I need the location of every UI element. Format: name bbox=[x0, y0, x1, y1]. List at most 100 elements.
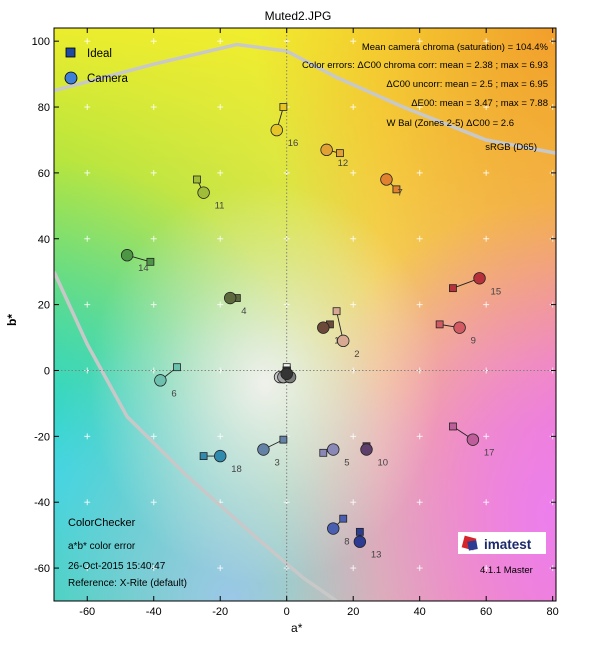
zone-label-13: 13 bbox=[371, 550, 382, 561]
camera-marker-13 bbox=[353, 535, 367, 548]
y-tick-label: 40 bbox=[38, 234, 50, 246]
patch-zone-8: 8 bbox=[327, 514, 350, 548]
camera-marker-4 bbox=[223, 291, 237, 305]
y-tick-label: 60 bbox=[38, 168, 50, 180]
zone-label-1: 1 bbox=[334, 336, 339, 347]
imatest-logo: imatest bbox=[458, 532, 546, 554]
plot-frame bbox=[53, 27, 557, 602]
camera-marker-12 bbox=[320, 143, 333, 157]
camera-marker-16 bbox=[270, 123, 283, 137]
version-label: 4.1.1 Master bbox=[480, 565, 533, 576]
patch-zone-11: 11 bbox=[193, 175, 225, 212]
patch-zone-6: 6 bbox=[154, 363, 181, 399]
legend-camera-marker bbox=[64, 71, 78, 85]
patch-zone-5: 5 bbox=[319, 443, 350, 469]
chart-info: ColorChecker a*b* color error 26-Oct-201… bbox=[68, 517, 187, 589]
y-tick-label: 100 bbox=[32, 36, 50, 48]
ideal-marker-3 bbox=[279, 435, 288, 444]
ideal-marker-5 bbox=[319, 448, 328, 457]
patch-zone-16: 16 bbox=[270, 103, 299, 149]
stat-mean-chroma: Mean camera chroma (saturation) = 104.4% bbox=[362, 42, 549, 53]
zone-label-18: 18 bbox=[231, 464, 242, 475]
patch-zone-2: 2 bbox=[332, 307, 360, 360]
stat-uncorr: ΔC00 uncorr: mean = 2.5 ; max = 6.95 bbox=[386, 79, 548, 90]
stat-white-balance: W Bal (Zones 2-5) ΔC00 = 2.6 bbox=[386, 118, 514, 129]
zero-axes bbox=[54, 28, 556, 601]
zone-label-12: 12 bbox=[338, 158, 349, 169]
x-tick-label: 20 bbox=[347, 606, 359, 618]
gamut-label: sRGB (D65) bbox=[485, 142, 537, 153]
info-timestamp: 26-Oct-2015 15:40:47 bbox=[68, 561, 166, 572]
camera-marker-3 bbox=[257, 443, 270, 456]
y-tick-label: -40 bbox=[34, 497, 50, 509]
patch-zone-24 bbox=[280, 366, 293, 380]
logo-text: imatest bbox=[484, 537, 532, 552]
zone-label-15: 15 bbox=[491, 286, 502, 297]
camera-marker-2 bbox=[337, 334, 350, 348]
camera-marker-15 bbox=[473, 272, 486, 285]
patch-zone-14: 14 bbox=[120, 249, 155, 274]
ideal-marker-16 bbox=[279, 103, 288, 111]
srgb-gamut-boundary bbox=[54, 42, 556, 601]
camera-marker-6 bbox=[154, 374, 167, 387]
logo-mark-blue bbox=[467, 540, 478, 551]
x-tick-label: 60 bbox=[480, 606, 492, 618]
ideal-marker-18 bbox=[199, 452, 208, 461]
patch-zone-4: 4 bbox=[223, 291, 246, 317]
ideal-marker-11 bbox=[193, 175, 201, 184]
stat-chroma-corr: Color errors: ΔC00 chroma corr: mean = 2… bbox=[302, 60, 548, 71]
legend: Ideal Camera bbox=[64, 47, 129, 85]
x-tick-label: -60 bbox=[79, 606, 95, 618]
legend-ideal-label: Ideal bbox=[87, 48, 112, 60]
x-tick-label: 0 bbox=[284, 606, 290, 618]
y-tick-label: 0 bbox=[44, 365, 50, 377]
patch-zone-9: 9 bbox=[435, 320, 476, 347]
zone-label-6: 6 bbox=[171, 388, 176, 399]
camera-marker-17 bbox=[466, 433, 480, 446]
legend-ideal-marker bbox=[65, 47, 76, 58]
plot-border bbox=[53, 27, 557, 602]
ideal-marker-6 bbox=[173, 363, 181, 372]
camera-marker-24 bbox=[280, 367, 293, 380]
ideal-marker-12 bbox=[336, 149, 344, 158]
camera-marker-5 bbox=[327, 443, 340, 456]
stat-delta-e: ΔE00: mean = 3.47 ; max = 7.88 bbox=[411, 98, 548, 109]
zone-label-14: 14 bbox=[138, 263, 149, 274]
plot-background bbox=[54, 28, 556, 601]
x-axis-label: a* bbox=[291, 621, 303, 635]
axis-ticks: -60 -40 -20 0 20 40 60 80 -60 -40 -20 0 20 40 60 80 100 bbox=[32, 28, 559, 618]
camera-marker-8 bbox=[327, 522, 340, 535]
info-chart-kind: a*b* color error bbox=[68, 541, 136, 552]
ideal-marker-15 bbox=[449, 284, 457, 293]
camera-marker-10 bbox=[360, 443, 373, 456]
ideal-marker-13 bbox=[355, 527, 364, 536]
ideal-marker-17 bbox=[449, 422, 457, 431]
info-chart-name: ColorChecker bbox=[68, 517, 136, 529]
patch-zone-17: 17 bbox=[449, 422, 495, 459]
camera-marker-7 bbox=[380, 173, 393, 186]
color-error-stats: Mean camera chroma (saturation) = 104.4%… bbox=[302, 42, 549, 129]
camera-marker-9 bbox=[453, 321, 466, 334]
gamut-curve-upper bbox=[54, 42, 556, 155]
zone-label-17: 17 bbox=[484, 448, 495, 459]
gamut-curve-lower bbox=[54, 270, 338, 601]
zone-label-2: 2 bbox=[354, 349, 359, 360]
ideal-marker-9 bbox=[435, 320, 444, 329]
zone-label-11: 11 bbox=[215, 201, 225, 212]
patch-zone-7: 7 bbox=[380, 173, 403, 198]
camera-marker-1 bbox=[317, 321, 330, 334]
patch-zone-10: 10 bbox=[360, 442, 388, 469]
camera-marker-14 bbox=[120, 249, 134, 262]
y-tick-label: 20 bbox=[38, 300, 50, 312]
zone-label-16: 16 bbox=[288, 138, 299, 149]
zone-label-8: 8 bbox=[344, 537, 349, 548]
y-tick-label: -20 bbox=[34, 431, 50, 443]
ideal-marker-2 bbox=[332, 307, 341, 316]
zone-label-5: 5 bbox=[344, 458, 349, 469]
zone-label-7: 7 bbox=[397, 187, 402, 198]
patch-zone-15: 15 bbox=[449, 272, 501, 297]
info-reference: Reference: X-Rite (default) bbox=[68, 578, 187, 589]
patch-zone-13: 13 bbox=[353, 527, 382, 561]
